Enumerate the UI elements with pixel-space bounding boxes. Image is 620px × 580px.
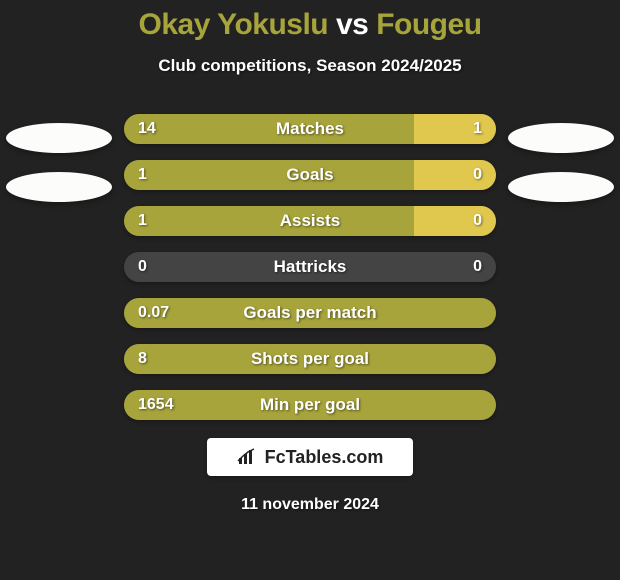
stat-row: 141Matches <box>124 114 496 144</box>
stat-row: 0.07Goals per match <box>124 298 496 328</box>
stat-label: Shots per goal <box>124 344 496 374</box>
stat-label: Min per goal <box>124 390 496 420</box>
player-1-name: Okay Yokuslu <box>138 8 328 41</box>
stat-row: 8Shots per goal <box>124 344 496 374</box>
stat-row: 1654Min per goal <box>124 390 496 420</box>
stat-label: Hattricks <box>124 252 496 282</box>
brand-badge: FcTables.com <box>207 438 413 476</box>
subtitle: Club competitions, Season 2024/2025 <box>0 56 620 76</box>
chart-icon <box>237 448 259 466</box>
stat-label: Goals <box>124 160 496 190</box>
stat-label: Goals per match <box>124 298 496 328</box>
stat-label: Assists <box>124 206 496 236</box>
vs-label: vs <box>336 8 368 41</box>
stat-label: Matches <box>124 114 496 144</box>
stat-row: 00Hattricks <box>124 252 496 282</box>
stat-row: 10Goals <box>124 160 496 190</box>
page-title: Okay Yokuslu vs Fougeu <box>0 8 620 42</box>
stats-container: 141Matches 10Goals 10Assists 00Hattricks 0.0… <box>0 114 620 420</box>
date-label: 11 november 2024 <box>0 496 620 514</box>
stat-row: 10Assists <box>124 206 496 236</box>
player-2-name: Fougeu <box>376 8 481 41</box>
comparison-card: Okay Yokuslu vs Fougeu Club competitions… <box>0 0 620 580</box>
brand-text: FcTables.com <box>265 447 384 468</box>
